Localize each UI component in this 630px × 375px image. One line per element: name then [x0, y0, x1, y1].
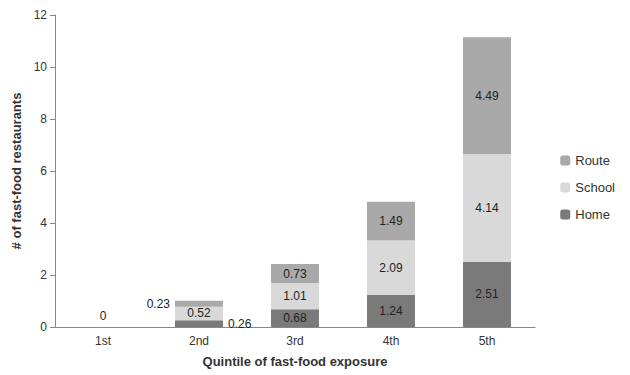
svg-text:3rd: 3rd	[286, 334, 303, 348]
svg-text:4th: 4th	[383, 334, 400, 348]
svg-text:Home: Home	[575, 207, 610, 222]
svg-text:1st: 1st	[95, 334, 112, 348]
svg-text:2.51: 2.51	[475, 287, 499, 301]
svg-text:1.01: 1.01	[283, 289, 307, 303]
svg-text:0.73: 0.73	[283, 267, 307, 281]
svg-text:# of fast-food restaurants: # of fast-food restaurants	[9, 93, 24, 250]
svg-text:4.49: 4.49	[475, 89, 499, 103]
svg-text:Route: Route	[575, 153, 610, 168]
svg-text:2nd: 2nd	[189, 334, 209, 348]
svg-text:School: School	[575, 180, 615, 195]
svg-text:0.23: 0.23	[147, 297, 171, 311]
svg-text:0.52: 0.52	[187, 306, 211, 320]
svg-text:6: 6	[40, 164, 47, 178]
svg-text:1.49: 1.49	[379, 214, 403, 228]
svg-text:1.24: 1.24	[379, 304, 403, 318]
svg-text:2.09: 2.09	[379, 261, 403, 275]
svg-text:0.26: 0.26	[228, 317, 252, 331]
svg-text:4.14: 4.14	[475, 201, 499, 215]
svg-text:0.68: 0.68	[283, 311, 307, 325]
svg-text:10: 10	[34, 60, 48, 74]
svg-text:2: 2	[40, 268, 47, 282]
svg-text:8: 8	[40, 112, 47, 126]
svg-text:0: 0	[40, 320, 47, 334]
svg-text:Quintile of fast-food exposure: Quintile of fast-food exposure	[203, 354, 388, 369]
svg-text:5th: 5th	[479, 334, 496, 348]
svg-text:0: 0	[100, 309, 107, 323]
svg-text:12: 12	[34, 8, 48, 22]
svg-text:4: 4	[40, 216, 47, 230]
